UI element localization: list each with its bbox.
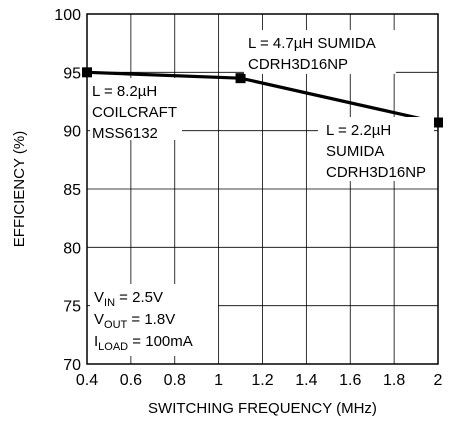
sumida-22-label-line: CDRH3D16NP — [326, 164, 426, 181]
coilcraft-label-line: L = 8.2µH — [92, 83, 157, 100]
y-tick-labels: 70 75 80 85 90 95 100 — [54, 7, 81, 374]
data-point-marker — [235, 73, 246, 84]
x-tick-label: 1.2 — [251, 372, 273, 389]
plot-frame — [86, 13, 439, 365]
condition-line: VIN = 2.5V — [94, 289, 163, 309]
condition-subscript: IN — [104, 297, 115, 309]
sumida-22-label-line: SUMIDA — [326, 143, 384, 160]
condition-line: ILOAD = 100mA — [94, 333, 193, 353]
condition-subscript: LOAD — [98, 341, 128, 353]
y-tick-label: 75 — [63, 299, 81, 316]
y-tick-label: 80 — [63, 240, 81, 257]
annotations-layer: L = 8.2µH COILCRAFT MSS6132 L = 4.7µH SUMID… — [90, 30, 434, 356]
condition-symbol: I — [94, 333, 98, 350]
x-tick-label: 1.4 — [295, 372, 317, 389]
y-tick-label: 70 — [63, 357, 81, 374]
sumida-22-label-bg — [318, 117, 434, 181]
coilcraft-label-bg — [90, 78, 182, 140]
x-tick-label: 0.4 — [76, 372, 98, 389]
sumida-47-label-line: L = 4.7µH SUMIDA — [248, 35, 376, 52]
y-tick-label: 95 — [63, 65, 81, 82]
conditions-label-bg — [90, 284, 218, 356]
coilcraft-label-line: MSS6132 — [92, 125, 158, 142]
x-tick-label: 2 — [434, 372, 443, 389]
condition-value: = 2.5V — [115, 289, 163, 306]
condition-line: VOUT = 1.8V — [94, 311, 175, 331]
condition-value: = 1.8V — [127, 311, 175, 328]
coilcraft-label-line: COILCRAFT — [92, 104, 177, 121]
condition-symbol: V — [94, 311, 104, 328]
x-tick-label: 1.6 — [339, 372, 361, 389]
y-tick-label: 90 — [63, 124, 81, 141]
y-axis-label: EFFICIENCY (%) — [11, 131, 28, 247]
x-axis-label: SWITCHING FREQUENCY (MHz) — [148, 400, 377, 417]
sumida-47-label-bg — [244, 30, 396, 74]
condition-subscript: OUT — [104, 319, 128, 331]
sumida-47-label-line: CDRH3D16NP — [248, 56, 348, 73]
sumida-22-label-line: L = 2.2µH — [326, 122, 391, 139]
condition-value: = 100mA — [128, 333, 193, 350]
x-tick-label: 1.8 — [383, 372, 405, 389]
x-tick-label: 1 — [214, 372, 223, 389]
y-tick-label: 85 — [63, 182, 81, 199]
y-tick-label: 100 — [54, 7, 81, 24]
x-tick-labels: 0.4 0.6 0.8 1 1.2 1.4 1.6 1.8 2 — [76, 372, 443, 389]
x-tick-label: 0.6 — [120, 372, 142, 389]
x-tick-label: 0.8 — [164, 372, 186, 389]
condition-symbol: V — [94, 289, 104, 306]
